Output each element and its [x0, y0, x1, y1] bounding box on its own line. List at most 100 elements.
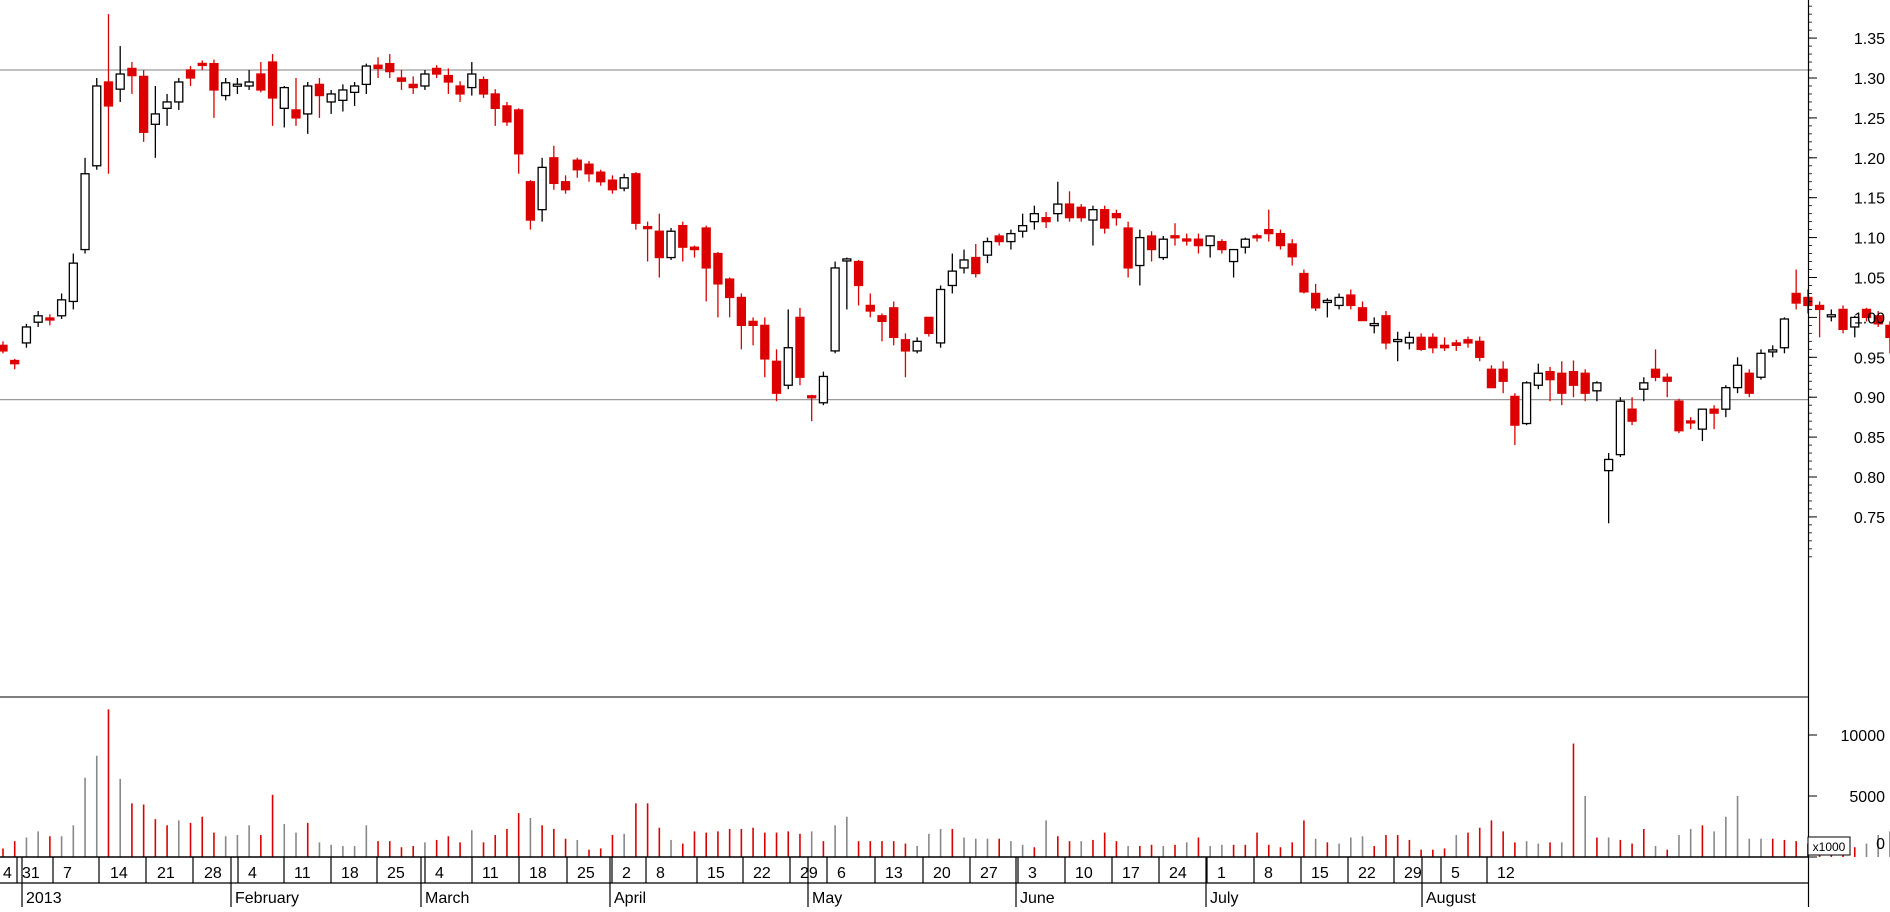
candle — [1557, 361, 1567, 406]
candle-body — [68, 262, 78, 303]
price-reference-lines — [0, 69, 1808, 401]
price-tick-label: 1.35 — [1854, 31, 1885, 48]
candle-body — [1275, 232, 1286, 247]
candle — [947, 253, 957, 294]
candle — [1287, 239, 1297, 266]
candle — [80, 157, 90, 254]
price-tick-label: 1.15 — [1854, 191, 1885, 208]
candle — [1568, 360, 1579, 398]
candle-body — [1674, 400, 1684, 432]
candle — [326, 89, 336, 114]
candle-body — [232, 83, 243, 87]
candle-body — [455, 85, 465, 95]
candle — [807, 394, 817, 422]
candle — [1603, 453, 1614, 524]
candle — [1885, 321, 1890, 354]
candle — [865, 293, 875, 318]
day-label: 5 — [1451, 865, 1460, 882]
candle — [1627, 397, 1637, 426]
candle-body — [1826, 314, 1836, 318]
candle — [244, 70, 254, 90]
candle — [1346, 289, 1356, 310]
volume-tick-label: 0 — [1876, 836, 1885, 853]
candle-body — [1146, 235, 1157, 251]
candle — [1498, 361, 1508, 394]
candle-body — [1053, 203, 1063, 215]
candle — [490, 89, 500, 126]
candle-body — [502, 105, 512, 123]
candle — [68, 253, 78, 310]
day-label: 21 — [157, 865, 175, 882]
candle-body — [1017, 224, 1028, 232]
candle — [713, 251, 723, 318]
candle — [256, 62, 266, 93]
candle-body — [1334, 296, 1344, 307]
candle — [431, 65, 442, 78]
candle — [56, 293, 67, 319]
candle — [373, 57, 383, 78]
candle — [1310, 283, 1321, 312]
chart-axes — [0, 0, 1810, 907]
candle-body — [631, 173, 641, 224]
day-label: 8 — [1264, 865, 1273, 882]
candle — [560, 175, 571, 194]
candle-body — [666, 230, 676, 259]
candle — [1428, 333, 1438, 354]
candle-body — [1193, 238, 1204, 247]
candle-body — [642, 225, 653, 230]
candle — [1463, 336, 1473, 348]
candle-body — [1768, 349, 1778, 353]
candle — [1709, 405, 1719, 430]
candle — [103, 14, 114, 174]
day-label: 15 — [1311, 865, 1329, 882]
candle — [1756, 349, 1766, 380]
day-label: 27 — [980, 865, 998, 882]
candle-body — [1885, 324, 1890, 339]
candle-body — [1322, 299, 1333, 304]
candle — [1217, 239, 1227, 254]
candle-body — [56, 299, 67, 317]
candle — [549, 145, 559, 190]
day-label: 12 — [1497, 865, 1515, 882]
candle-body — [1240, 238, 1250, 248]
candle-body — [549, 157, 559, 184]
price-axis-ticks: 0.75 0.80 0.85 0.90 0.95 1.00 1.05 1.10 1.15 1.20… — [1808, 5, 1885, 558]
candle-body — [1545, 371, 1555, 381]
price-tick-label: 1.25 — [1854, 111, 1885, 128]
candle-body — [607, 179, 618, 191]
candle-body — [127, 67, 137, 77]
candle — [889, 301, 899, 346]
candle — [1439, 337, 1450, 351]
candle-body — [10, 359, 20, 365]
candle-body — [209, 62, 219, 91]
candle-body — [912, 340, 922, 352]
candle-body — [0, 344, 8, 352]
candle-body — [80, 173, 90, 251]
candle — [162, 93, 172, 126]
candle-body — [1346, 294, 1356, 307]
candle — [525, 180, 536, 230]
candle — [1674, 398, 1684, 434]
day-label: 11 — [294, 865, 311, 882]
candle — [1615, 397, 1626, 458]
volume-bars — [2, 709, 1890, 857]
candle-body — [818, 375, 829, 404]
candle-body — [619, 177, 629, 189]
candle — [174, 78, 184, 110]
candle-body — [21, 326, 32, 344]
candle-body — [431, 67, 442, 75]
candle — [1264, 209, 1274, 242]
candle — [197, 60, 207, 71]
candle-body — [443, 74, 454, 83]
candle-body — [724, 278, 735, 299]
candle — [1205, 235, 1215, 258]
candle-body — [1744, 372, 1754, 394]
candle-body — [256, 73, 266, 91]
candle-body — [1100, 209, 1110, 229]
volume-axis-ticks: 0 5000 10000 x1000 — [1807, 728, 1885, 858]
candle — [748, 317, 758, 346]
candle — [584, 160, 594, 182]
candle-body — [1463, 339, 1473, 344]
candle-body — [795, 316, 805, 378]
day-label: 10 — [1075, 865, 1093, 882]
